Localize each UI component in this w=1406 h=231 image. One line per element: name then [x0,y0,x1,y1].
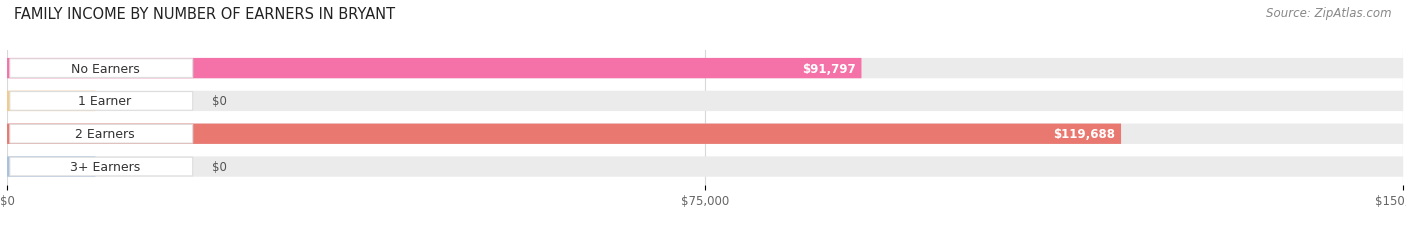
Text: 2 Earners: 2 Earners [76,128,135,141]
Text: Source: ZipAtlas.com: Source: ZipAtlas.com [1267,7,1392,20]
FancyBboxPatch shape [10,125,193,143]
FancyBboxPatch shape [7,124,1403,144]
Text: FAMILY INCOME BY NUMBER OF EARNERS IN BRYANT: FAMILY INCOME BY NUMBER OF EARNERS IN BR… [14,7,395,22]
Text: $91,797: $91,797 [803,62,856,75]
FancyBboxPatch shape [7,91,96,112]
FancyBboxPatch shape [7,124,1121,144]
Text: No Earners: No Earners [70,62,139,75]
FancyBboxPatch shape [7,91,1403,112]
Text: 1 Earner: 1 Earner [79,95,132,108]
FancyBboxPatch shape [7,157,96,177]
FancyBboxPatch shape [7,59,1403,79]
FancyBboxPatch shape [7,157,1403,177]
FancyBboxPatch shape [10,92,193,111]
Text: $0: $0 [212,95,228,108]
FancyBboxPatch shape [10,59,193,78]
Text: $0: $0 [212,160,228,173]
Text: 3+ Earners: 3+ Earners [70,160,141,173]
Text: $119,688: $119,688 [1053,128,1115,141]
FancyBboxPatch shape [7,59,862,79]
FancyBboxPatch shape [10,158,193,176]
